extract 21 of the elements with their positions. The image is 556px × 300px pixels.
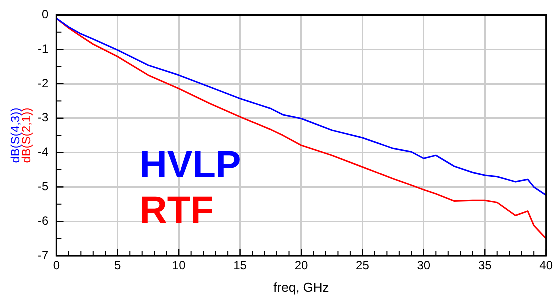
x-tick-label: 10 (172, 258, 186, 273)
annotation: HVLP (140, 144, 242, 186)
y-tick-label: -6 (38, 214, 49, 228)
x-tick-label: 5 (114, 258, 122, 273)
x-axis-title: freq, GHz (274, 280, 330, 295)
x-tick-label: 15 (234, 258, 248, 273)
x-tick-label: 35 (478, 258, 492, 273)
y-tick-label: -5 (38, 180, 49, 194)
x-tick-label: 25 (356, 258, 370, 273)
x-tick-label: 30 (417, 258, 431, 273)
y-tick-label: -1 (38, 42, 49, 56)
x-tick-label: 0 (53, 258, 60, 273)
y-tick-label: -4 (38, 145, 49, 160)
annotation: RTF (140, 190, 214, 232)
y-tick-label: 0 (42, 8, 49, 22)
y-tick-label: -3 (38, 110, 49, 125)
y-tick-label: -2 (38, 76, 49, 90)
x-tick-label: 40 (540, 258, 554, 273)
x-tick-label: 20 (294, 258, 308, 273)
y-tick-label: -7 (38, 248, 49, 262)
text: dB(S(4,3)) (8, 108, 22, 164)
